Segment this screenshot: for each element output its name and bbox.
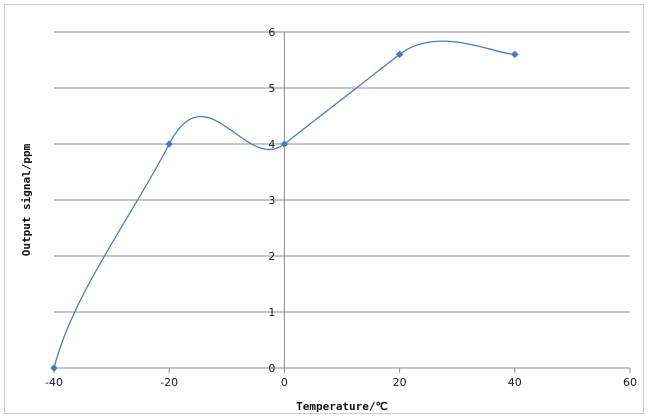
- y-tick-label: 2: [268, 250, 275, 263]
- data-point-0: [50, 364, 58, 372]
- data-point-1: [165, 140, 174, 148]
- x-axis-title: Temperature/℃: [296, 400, 388, 413]
- series-line-0: [53, 40, 515, 369]
- x-tick-label: -20: [160, 376, 178, 389]
- y-tick-label: 0: [268, 362, 275, 375]
- tick-labels: -40 -20 0 20 40 60 0 1 2 3 4 5 6: [45, 26, 637, 389]
- y-tick-label: 1: [268, 306, 275, 319]
- x-tick-label: 40: [508, 376, 522, 389]
- y-tick-label: 5: [268, 82, 275, 95]
- data-point-2: [280, 140, 289, 148]
- y-axis-title: Output signal/ppm: [20, 143, 33, 256]
- y-tick-label: 3: [268, 194, 275, 207]
- axes: [53, 31, 631, 373]
- gridlines: [54, 31, 630, 313]
- x-tick-label: 60: [623, 376, 637, 389]
- y-tick-label: 4: [268, 138, 275, 151]
- x-tick-label: 0: [281, 376, 288, 389]
- data-point-4: [510, 50, 519, 59]
- x-tick-label: 20: [393, 376, 407, 389]
- chart-frame: [4, 4, 644, 414]
- data-point-3: [395, 50, 404, 59]
- y-tick-label: 6: [268, 26, 275, 39]
- x-tick-label: -40: [45, 376, 63, 389]
- series-layer: [50, 40, 519, 372]
